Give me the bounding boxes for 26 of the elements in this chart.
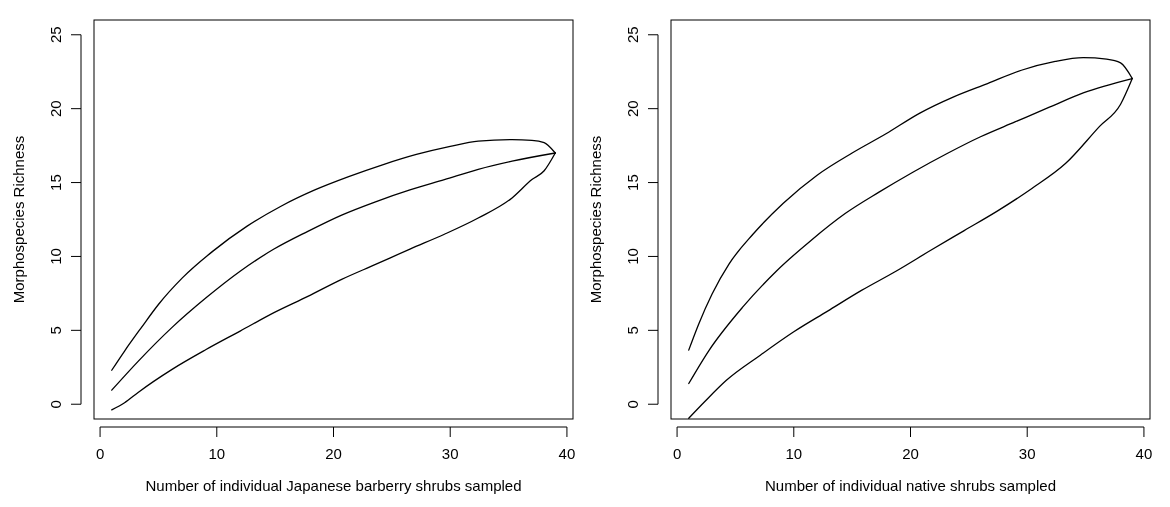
y-tick-label: 25 <box>624 26 641 44</box>
x-tick-label: 10 <box>208 445 226 462</box>
y-axis-title: Morphospecies Richness <box>10 135 27 304</box>
y-tick-label: 25 <box>47 26 64 44</box>
y-tick-label: 10 <box>47 248 64 265</box>
y-tick-label: 5 <box>624 326 641 335</box>
x-tick-label: 0 <box>672 445 682 462</box>
y-tick-label: 0 <box>624 400 641 409</box>
y-tick-label: 5 <box>47 326 64 335</box>
x-tick-label: 40 <box>1135 445 1153 462</box>
y-tick-label: 20 <box>624 100 641 118</box>
x-axis-title: Number of individual native shrubs sampled <box>765 477 1056 494</box>
y-tick-label: 20 <box>47 100 64 118</box>
x-tick-label: 0 <box>95 445 105 462</box>
x-tick-label: 30 <box>1018 445 1036 462</box>
y-tick-label: 10 <box>624 248 641 265</box>
y-tick-label: 15 <box>624 174 641 191</box>
y-tick-label: 15 <box>47 174 64 191</box>
x-axis-title: Number of individual Japanese barberry shrubs sampled <box>145 477 522 494</box>
x-tick-label: 40 <box>558 445 576 462</box>
x-tick-label: 30 <box>441 445 459 462</box>
y-tick-label: 0 <box>47 400 64 409</box>
x-tick-label: 20 <box>902 445 919 462</box>
x-tick-label: 10 <box>785 445 803 462</box>
x-tick-label: 20 <box>325 445 342 462</box>
y-axis-title: Morphospecies Richness <box>587 135 604 304</box>
